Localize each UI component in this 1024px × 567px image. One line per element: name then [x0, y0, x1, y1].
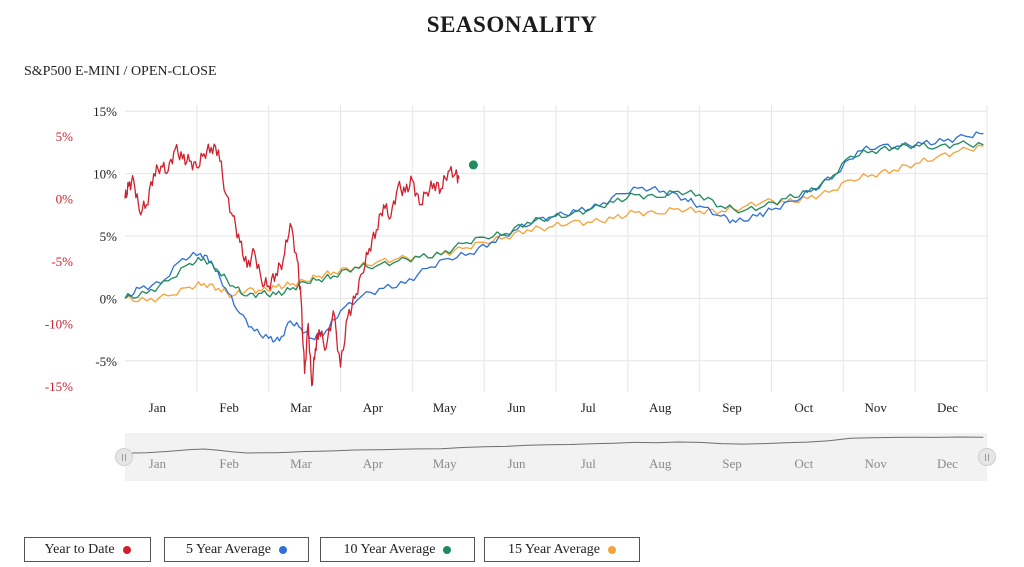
x-axis-month-label: Sep — [722, 400, 742, 415]
navigator-month-label: Apr — [363, 456, 384, 471]
navigator-month-label: Oct — [794, 456, 813, 471]
navigator-month-label: May — [433, 456, 457, 471]
x-axis-month-label: Feb — [219, 400, 239, 415]
right-axis-tick-label: 0% — [100, 291, 118, 306]
left-axis-tick-label: 5% — [56, 129, 74, 144]
navigator-month-label: Feb — [219, 456, 239, 471]
series-line-year-to-date[interactable] — [124, 143, 460, 387]
x-axis-month-label: Oct — [794, 400, 813, 415]
navigator-month-label: Jul — [581, 456, 597, 471]
series-line-15-year-average[interactable] — [124, 144, 984, 303]
series-markers — [468, 160, 478, 170]
legend-label: 10 Year Average — [343, 541, 436, 557]
seasonality-chart[interactable]: 5% 0% -5% -10% -15% 15% 10% 5% 0% -5% Jan Feb Mar A… — [0, 0, 1024, 530]
left-axis-tick-label: -5% — [51, 254, 73, 269]
range-navigator[interactable]: Jan Feb Mar Apr May Jun Jul Aug Sep Oct Nov Dec — [124, 433, 987, 481]
x-axis-month-label: Jun — [507, 400, 526, 415]
navigator-background — [125, 433, 987, 481]
navigator-month-label: Aug — [649, 456, 672, 471]
end-point-marker — [468, 160, 478, 170]
left-y-axis: 5% 0% -5% -10% -15% — [45, 129, 73, 394]
legend-item-year-to-date[interactable]: Year to Date — [24, 537, 151, 562]
x-axis-month-label: Jul — [581, 400, 597, 415]
x-axis-month-label: Mar — [290, 400, 312, 415]
grid-lines — [125, 105, 988, 392]
navigator-month-label: Jun — [507, 456, 526, 471]
legend-label: Year to Date — [44, 541, 115, 557]
left-axis-tick-label: 0% — [56, 192, 74, 207]
navigator-month-label: Jan — [149, 456, 167, 471]
x-axis-month-label: Aug — [649, 400, 672, 415]
left-axis-tick-label: -10% — [45, 316, 73, 331]
left-axis-tick-label: -15% — [45, 379, 73, 394]
legend-label: 5 Year Average — [186, 541, 271, 557]
right-axis-tick-label: 5% — [100, 229, 118, 244]
right-axis-tick-label: 10% — [93, 167, 117, 182]
legend-dot-icon — [443, 545, 452, 554]
series-line-5-year-average[interactable] — [124, 131, 984, 343]
navigator-left-handle[interactable] — [115, 448, 133, 466]
legend-item-10-year-average[interactable]: 10 Year Average — [320, 537, 475, 562]
x-axis-month-label: Jan — [149, 400, 167, 415]
legend-item-15-year-average[interactable]: 15 Year Average — [484, 537, 640, 562]
navigator-month-label: Mar — [290, 456, 312, 471]
legend-dot-icon — [607, 545, 616, 554]
x-axis-month-label: May — [433, 400, 457, 415]
x-axis-month-label: Apr — [363, 400, 384, 415]
navigator-line — [124, 436, 984, 454]
legend-dot-icon — [278, 545, 287, 554]
legend-item-5-year-average[interactable]: 5 Year Average — [164, 537, 309, 562]
right-axis-tick-label: 15% — [93, 104, 117, 119]
navigator-month-label: Sep — [722, 456, 742, 471]
page-title: SEASONALITY — [426, 12, 598, 37]
series-line-10-year-average[interactable] — [124, 140, 984, 299]
legend-label: 15 Year Average — [508, 541, 600, 557]
navigator-right-handle[interactable] — [978, 448, 996, 466]
x-axis: Jan Feb Mar Apr May Jun Jul Aug Sep Oct Nov Dec — [149, 400, 959, 415]
series-lines[interactable] — [124, 131, 984, 387]
chart-subtitle: S&P500 E-MINI / OPEN-CLOSE — [24, 64, 217, 79]
navigator-month-label: Dec — [937, 456, 958, 471]
right-axis-tick-label: -5% — [95, 354, 117, 369]
navigator-month-label: Nov — [864, 456, 887, 471]
right-y-axis: 15% 10% 5% 0% -5% — [93, 104, 117, 369]
legend-dot-icon — [122, 545, 131, 554]
x-axis-month-label: Dec — [937, 400, 958, 415]
x-axis-month-label: Nov — [864, 400, 887, 415]
